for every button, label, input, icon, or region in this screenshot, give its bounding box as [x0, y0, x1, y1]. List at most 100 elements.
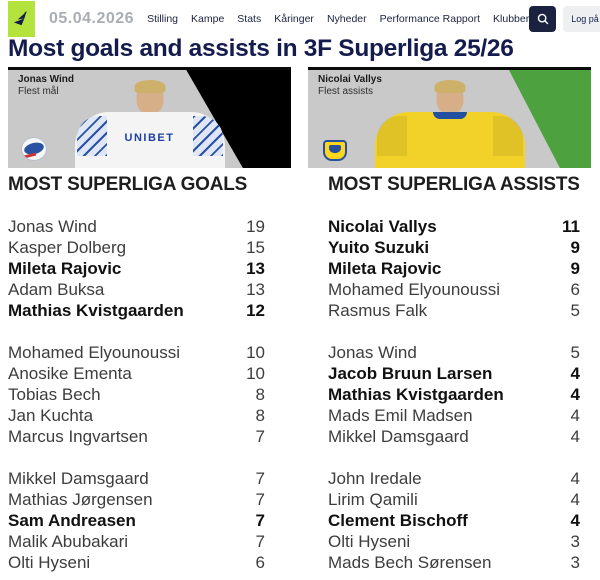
stat-value: 10 — [246, 364, 265, 383]
nav-item-performance-rapport[interactable]: Performance Rapport — [379, 13, 481, 25]
player-name: Clement Bischoff — [328, 511, 468, 530]
player-name: Mikkel Damsgaard — [8, 469, 149, 488]
player-name: Mikkel Damsgaard — [328, 427, 469, 446]
stat-value: 13 — [246, 280, 265, 299]
stat-value: 7 — [255, 532, 265, 551]
card-caption: Jonas Wind Flest mål — [18, 74, 74, 97]
player-name: Adam Buksa — [8, 280, 105, 299]
stat-row: Mileta Rajovic 9 — [328, 258, 580, 279]
stat-group: Mohamed Elyounoussi 10 Anosike Ementa 10 Tob… — [8, 342, 265, 447]
player-name: Mathias Kvistgaarden — [8, 301, 184, 320]
stat-value: 4 — [570, 490, 580, 509]
stat-group: Nicolai Vallys 11 Yuito Suzuki 9 Mileta Rajo… — [328, 216, 580, 321]
stat-value: 4 — [570, 364, 580, 383]
stat-row: Jonas Wind 19 — [8, 216, 265, 237]
stat-row: Sam Andreasen 7 — [8, 510, 265, 531]
player-name: Olti Hyseni — [328, 532, 411, 551]
stat-value: 4 — [570, 406, 580, 425]
stat-value: 4 — [570, 427, 580, 446]
stat-row: Tobias Bech 8 — [8, 384, 265, 405]
stat-group: Mikkel Damsgaard 7 Mathias Jørgensen 7 Sam A… — [8, 468, 265, 573]
goals-section: MOST SUPERLIGA GOALS Jonas Wind 19 Kasper … — [8, 175, 265, 580]
stat-value: 7 — [255, 427, 265, 446]
player-head — [434, 80, 465, 114]
stat-row: Mikkel Damsgaard 4 — [328, 426, 580, 447]
login-button[interactable]: Log på LigaLogin — [563, 6, 600, 32]
stat-value: 7 — [255, 511, 265, 530]
stat-value: 3 — [570, 553, 580, 572]
player-name: Mileta Rajovic — [8, 259, 122, 278]
broendby-badge-icon — [323, 140, 347, 161]
player-name: Tobias Bech — [8, 385, 101, 404]
stat-row: Anosike Ementa 10 — [8, 363, 265, 384]
stat-row: Mikkel Damsgaard 7 — [8, 468, 265, 489]
assists-list: Nicolai Vallys 11 Yuito Suzuki 9 Mileta Rajo… — [328, 216, 580, 573]
stat-row: Jonas Wind 5 — [328, 342, 580, 363]
stat-value: 5 — [570, 301, 580, 320]
stat-row: Marcus Ingvartsen 7 — [8, 426, 265, 447]
player-name: Mads Emil Madsen — [328, 406, 473, 425]
player-head — [134, 80, 165, 114]
stat-value: 13 — [246, 259, 265, 278]
stat-value: 6 — [570, 280, 580, 299]
player-hair — [134, 80, 165, 93]
stat-row: Adam Buksa 13 — [8, 279, 265, 300]
top-navigation-bar: 05.04.2026 Stilling Kampe Stats Kåringer Nyh… — [0, 0, 600, 38]
card-player-subtitle: Flest assists — [318, 86, 374, 97]
player-photo-jonas-wind: UNIBET — [74, 76, 226, 168]
main-nav: Stilling Kampe Stats Kåringer Nyheder Perform… — [147, 13, 529, 25]
stat-row: Jacob Bruun Larsen 4 — [328, 363, 580, 384]
nav-item-klubber[interactable]: Klubber — [493, 13, 530, 25]
stat-value: 10 — [246, 343, 265, 362]
card-player-subtitle: Flest mål — [18, 86, 59, 97]
stat-value: 11 — [562, 217, 580, 236]
stat-row: Lirim Qamili 4 — [328, 489, 580, 510]
stat-value: 9 — [570, 238, 580, 257]
stat-value: 4 — [570, 385, 580, 404]
fc-copenhagen-badge-icon — [21, 137, 47, 161]
hero-cards: UNIBET Jonas Wind Flest mål — [8, 67, 591, 168]
goals-heading: MOST SUPERLIGA GOALS — [8, 174, 248, 195]
stat-row: Mileta Rajovic 13 — [8, 258, 265, 279]
stat-value: 4 — [570, 469, 580, 488]
stat-row: John Iredale 4 — [328, 468, 580, 489]
assists-heading: MOST SUPERLIGA ASSISTS — [328, 174, 580, 195]
nav-item-kampe[interactable]: Kampe — [191, 13, 225, 25]
nav-item-stats[interactable]: Stats — [237, 13, 262, 25]
player-name: Kasper Dolberg — [8, 238, 127, 257]
player-name: Lirim Qamili — [328, 490, 418, 509]
nav-item-k-ringer[interactable]: Kåringer — [274, 13, 314, 25]
stat-value: 8 — [255, 406, 265, 425]
player-name: Nicolai Vallys — [328, 217, 437, 236]
player-photo-nicolai-vallys — [374, 76, 526, 168]
player-name: Jan Kuchta — [8, 406, 94, 425]
stat-group: Jonas Wind 19 Kasper Dolberg 15 Mileta Rajov… — [8, 216, 265, 321]
nav-item-stilling[interactable]: Stilling — [147, 13, 179, 25]
stat-row: Clement Bischoff 4 — [328, 510, 580, 531]
date-display: 05.04.2026 — [49, 10, 135, 27]
card-player-name: Nicolai Vallys — [318, 74, 382, 85]
card-player-name: Jonas Wind — [18, 74, 75, 85]
superliga-swallow-icon — [13, 10, 27, 25]
player-name: Mileta Rajovic — [328, 259, 442, 278]
shirt-sponsor-text: UNIBET — [124, 132, 175, 144]
stat-row: Kasper Dolberg 15 — [8, 237, 265, 258]
superliga-logo[interactable] — [8, 1, 35, 37]
shirt-sleeve — [492, 116, 523, 156]
stat-row: Mathias Kvistgaarden 12 — [8, 300, 265, 321]
stat-value: 15 — [246, 238, 265, 257]
stat-row: Yuito Suzuki 9 — [328, 237, 580, 258]
player-shirt: UNIBET — [74, 112, 225, 168]
stat-value: 7 — [255, 490, 265, 509]
stat-group: Jonas Wind 5 Jacob Bruun Larsen 4 Mathias Kv… — [328, 342, 580, 447]
player-name: Mohamed Elyounoussi — [328, 280, 500, 299]
stat-value: 19 — [246, 217, 265, 236]
search-button[interactable] — [529, 6, 557, 32]
stat-row: Rasmus Falk 5 — [328, 300, 580, 321]
player-name: Mads Bech Sørensen — [328, 553, 492, 572]
player-name: Jacob Bruun Larsen — [328, 364, 493, 383]
stat-row: Mads Emil Madsen 4 — [328, 405, 580, 426]
stat-row: Mathias Kvistgaarden 4 — [328, 384, 580, 405]
nav-item-nyheder[interactable]: Nyheder — [326, 13, 367, 25]
